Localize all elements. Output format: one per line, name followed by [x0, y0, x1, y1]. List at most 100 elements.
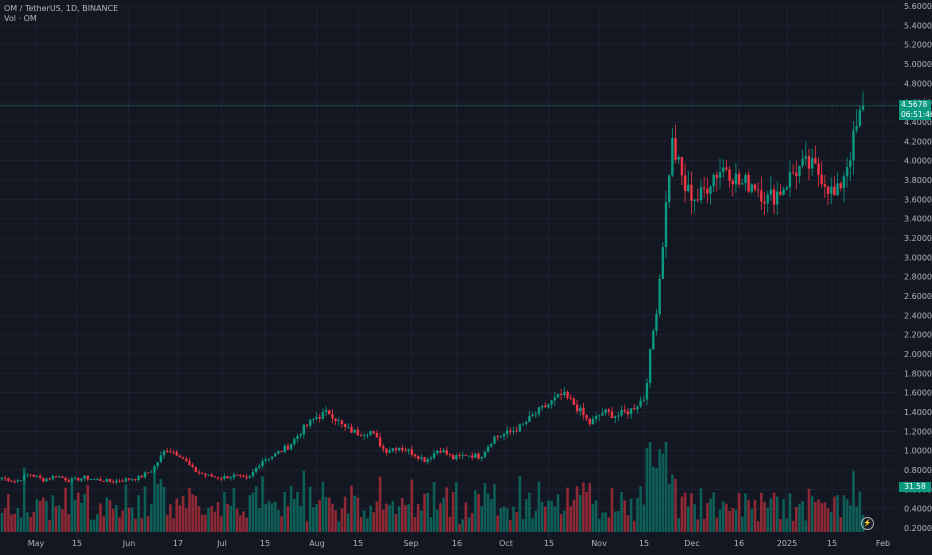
candle-body — [372, 431, 375, 433]
candle-body — [270, 456, 274, 459]
bar-countdown: 06:51:46 — [901, 110, 932, 119]
lightning-icon[interactable]: ⚡ — [861, 517, 874, 530]
price-tick-label: 5.2000 — [904, 41, 932, 50]
volume-bar — [553, 506, 557, 532]
candle-body — [795, 172, 798, 176]
volume-bar — [296, 491, 299, 532]
volume-bar — [156, 484, 159, 532]
candle-body — [86, 475, 89, 480]
volume-bar — [22, 467, 26, 532]
symbol-title[interactable]: OM / TetherUS, 1D, BINANCE — [4, 4, 119, 13]
candle-body — [299, 434, 302, 437]
volume-bar — [321, 481, 325, 532]
volume-bar — [146, 516, 150, 532]
volume-bar — [264, 504, 268, 532]
candle-body — [636, 406, 639, 410]
volume-bar — [709, 498, 712, 532]
volume-bar — [423, 493, 426, 532]
candle-body — [124, 478, 128, 482]
volume-bar — [588, 483, 592, 532]
candle-body — [121, 481, 124, 482]
candle-body — [858, 109, 862, 126]
price-tick-label: 2.4000 — [904, 311, 932, 320]
candle-body — [385, 448, 388, 453]
candle-body — [48, 478, 51, 480]
volume-bar — [515, 512, 518, 532]
last-price-badge: 4.5678 06:51:46 — [899, 100, 932, 120]
volume-bar — [839, 516, 843, 532]
candle-body — [467, 455, 471, 457]
time-axis[interactable]: May 15 Jun 17 Jul 15 Aug 15 Sep 16 Oct 15 Nov 15 Dec 16… — [28, 539, 890, 548]
candle-body — [734, 173, 738, 185]
candle-body — [337, 420, 340, 422]
volume-title[interactable]: Vol · OM — [4, 14, 37, 23]
time-tick-label: Dec — [684, 539, 699, 548]
candle-body — [146, 472, 150, 474]
volume-bar — [200, 514, 204, 532]
candle-body — [302, 424, 306, 435]
volume-bar — [496, 515, 499, 532]
volume-bar — [0, 512, 4, 532]
candle-body — [696, 199, 699, 201]
volume-bar — [636, 498, 639, 532]
volume-bar — [582, 482, 585, 532]
price-axis[interactable]: 0.20000.40000.60000.80001.00001.20001.40… — [904, 2, 932, 533]
candle-body — [73, 477, 77, 479]
candle-body — [547, 404, 550, 408]
candle-body — [521, 423, 525, 425]
volume-bar — [509, 519, 512, 532]
candle-body — [267, 458, 271, 460]
volume-bar — [721, 501, 725, 532]
volume-bar — [188, 488, 191, 532]
volume-bar — [585, 491, 588, 532]
candle-body — [131, 479, 134, 481]
candle-body — [553, 397, 557, 401]
volume-bar — [105, 497, 109, 532]
volume-bar — [693, 504, 696, 532]
candle-body — [776, 191, 779, 205]
candle-body — [162, 450, 166, 456]
candle-body — [169, 451, 172, 453]
candle-body — [664, 202, 668, 248]
volume-bar — [677, 518, 681, 532]
candle-body — [833, 186, 836, 196]
volume-bar — [833, 496, 836, 532]
candle-body — [423, 457, 426, 462]
volume-bar — [829, 512, 833, 532]
candle-body — [807, 156, 811, 169]
candle-body — [328, 410, 331, 415]
volume-bar — [124, 484, 128, 532]
volume-bar — [740, 516, 744, 532]
candle-body — [712, 174, 715, 187]
candle-body — [601, 413, 604, 416]
time-tick-label: Oct — [499, 539, 513, 548]
candle-body — [185, 458, 188, 462]
candle-body — [451, 454, 455, 460]
volume-bar — [639, 486, 642, 532]
volume-bar — [289, 485, 293, 532]
volume-bar — [235, 508, 239, 532]
candle-body — [407, 449, 410, 452]
volume-bar — [499, 507, 503, 532]
candle-body — [181, 457, 185, 459]
volume-bar — [448, 516, 452, 532]
volume-bar — [652, 466, 655, 532]
volume-bar — [559, 514, 563, 532]
candle-body — [188, 461, 191, 465]
candle-body — [150, 471, 153, 473]
candle-body — [111, 481, 115, 483]
volume-bar — [150, 503, 153, 532]
volume-bar — [731, 507, 735, 532]
price-tick-label: 1.6000 — [904, 389, 932, 398]
volume-bar — [477, 494, 480, 532]
volume-bar — [137, 495, 140, 532]
price-tick-label: 0.2000 — [904, 524, 932, 533]
candle-body — [591, 418, 595, 425]
volume-bar — [782, 498, 785, 532]
candle-body — [804, 156, 808, 159]
volume-bar — [410, 479, 414, 532]
volume-bar — [489, 499, 493, 532]
candle-body — [83, 475, 86, 479]
